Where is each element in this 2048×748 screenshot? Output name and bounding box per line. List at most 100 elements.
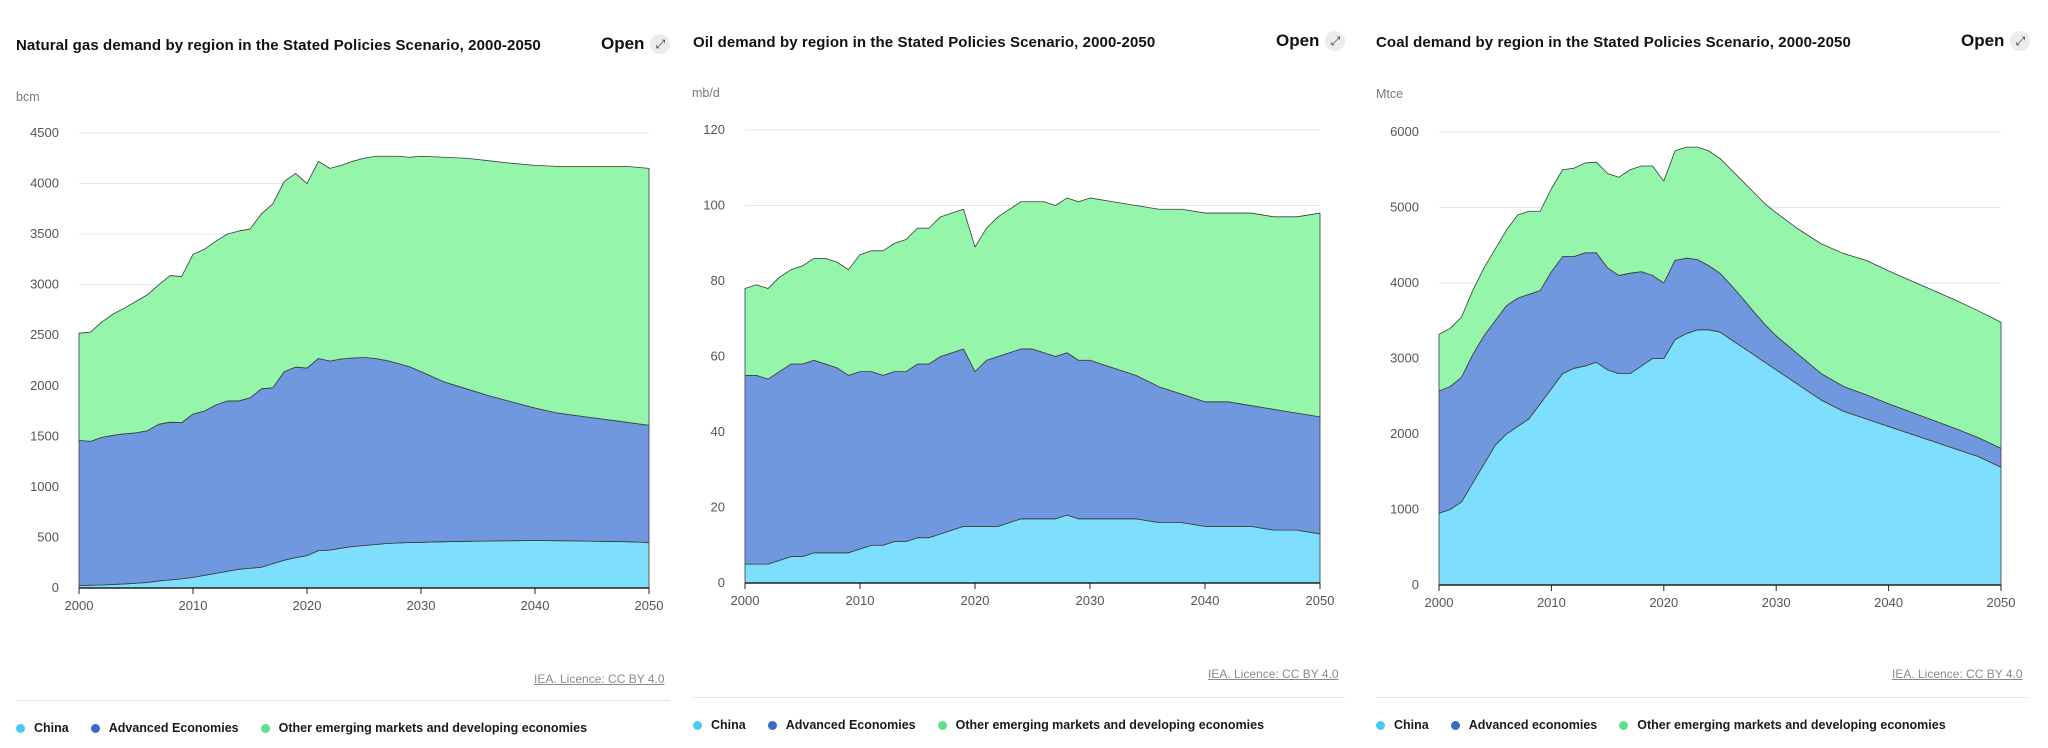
- x-tick-label: 2050: [635, 598, 664, 613]
- x-tick-label: 2020: [293, 598, 322, 613]
- divider: [693, 697, 1345, 698]
- y-tick-label: 100: [703, 198, 725, 213]
- y-tick-label: 40: [711, 424, 725, 439]
- chart-natural-gas: 0 500 1000 1500 2000 2500 3000 3500 4000 4500 bcm 2…: [16, 90, 664, 613]
- legend-label: Other emerging markets and developing ec…: [278, 721, 588, 735]
- legend-label: China: [1394, 718, 1429, 732]
- x-tick-label: 2020: [1649, 595, 1678, 610]
- legend-dot: [693, 720, 702, 730]
- x-tick-label: 2010: [846, 593, 875, 608]
- legend-label: Advanced Economies: [108, 721, 239, 735]
- legend-item-advanced[interactable]: Advanced economies: [1450, 718, 1598, 732]
- y-tick-label: 1000: [30, 479, 59, 494]
- chart-title: Natural gas demand by region in the Stat…: [16, 37, 541, 54]
- y-tick-label: 0: [1412, 577, 1419, 592]
- series-other-area[interactable]: [1438, 146, 2002, 449]
- x-tick-label: 2050: [1987, 595, 2016, 610]
- y-tick-label: 6000: [1390, 124, 1419, 139]
- legend-dot: [16, 723, 25, 733]
- divider: [1376, 697, 2028, 698]
- x-tick-label: 2040: [1874, 595, 1903, 610]
- open-button[interactable]: Open ⤢: [1276, 31, 1346, 51]
- y-tick-label: 4500: [30, 125, 59, 140]
- series-other-area[interactable]: [744, 197, 1321, 418]
- x-tick-label: 2040: [1191, 593, 1220, 608]
- legend-label: Other emerging markets and developing ec…: [955, 718, 1265, 732]
- legend-label: China: [711, 718, 746, 732]
- open-label: Open: [1276, 31, 1320, 50]
- x-tick-label: 2030: [1076, 593, 1105, 608]
- y-tick-label: 4000: [30, 176, 59, 191]
- x-tick-label: 2020: [961, 593, 990, 608]
- chart-title: Coal demand by region in the Stated Poli…: [1376, 34, 1851, 51]
- x-tick-label: 2000: [731, 593, 760, 608]
- y-tick-label: 2500: [30, 327, 59, 342]
- open-label: Open: [601, 34, 645, 53]
- open-button[interactable]: Open ⤢: [1961, 31, 2031, 51]
- chart-panel-coal: Coal demand by region in the Stated Poli…: [1358, 0, 2048, 748]
- expand-icon: ⤢: [2010, 31, 2031, 51]
- licence-link[interactable]: IEA. Licence: CC BY 4.0: [534, 672, 665, 686]
- licence-link[interactable]: IEA. Licence: CC BY 4.0: [1892, 667, 2023, 681]
- legend-item-other[interactable]: Other emerging markets and developing ec…: [937, 718, 1265, 732]
- legend-label: Other emerging markets and developing ec…: [1637, 718, 1946, 732]
- chart-panel-oil: Oil demand by region in the Stated Polic…: [675, 0, 1365, 748]
- y-tick-label: 80: [711, 273, 725, 288]
- legend-item-china[interactable]: China: [693, 718, 746, 732]
- y-tick-label: 60: [711, 349, 725, 364]
- y-tick-label: 1500: [30, 428, 59, 443]
- x-tick-label: 2030: [1762, 595, 1791, 610]
- legend-dot: [1376, 720, 1385, 730]
- y-tick-label: 1000: [1390, 502, 1419, 517]
- y-tick-label: 4000: [1390, 275, 1419, 290]
- legend-item-advanced[interactable]: Advanced Economies: [90, 721, 239, 735]
- legend-label: Advanced economies: [1468, 718, 1598, 732]
- x-tick-label: 2030: [407, 598, 436, 613]
- legend-item-china[interactable]: China: [16, 721, 69, 735]
- legend-dot: [767, 720, 777, 730]
- legend-dot: [90, 723, 100, 733]
- x-tick-label: 2000: [1425, 595, 1454, 610]
- y-tick-label: 0: [52, 580, 59, 595]
- y-axis-unit: bcm: [16, 90, 40, 104]
- chart-coal: 0 1000 2000 3000 4000 5000 6000 Mtce 2000 2010 202…: [1376, 87, 2016, 610]
- y-axis-unit: Mtce: [1376, 87, 1403, 101]
- y-tick-label: 3000: [30, 277, 59, 292]
- legend-dot: [1450, 720, 1460, 730]
- x-tick-label: 2000: [65, 598, 94, 613]
- x-tick-label: 2050: [1306, 593, 1335, 608]
- y-axis-unit: mb/d: [692, 86, 720, 100]
- y-tick-label: 500: [37, 529, 59, 544]
- chart-legend: China Advanced Economies Other emerging …: [16, 721, 587, 735]
- y-tick-label: 0: [718, 575, 725, 590]
- chart-title: Oil demand by region in the Stated Polic…: [693, 34, 1156, 51]
- y-tick-label: 120: [703, 122, 725, 137]
- legend-dot: [1619, 720, 1629, 730]
- legend-dot: [260, 723, 270, 733]
- x-tick-label: 2040: [521, 598, 550, 613]
- open-label: Open: [1961, 31, 2005, 50]
- expand-icon: ⤢: [650, 34, 671, 54]
- y-tick-label: 5000: [1390, 200, 1419, 215]
- legend-item-other[interactable]: Other emerging markets and developing ec…: [260, 721, 588, 735]
- y-tick-label: 3500: [30, 226, 59, 241]
- divider: [16, 700, 670, 701]
- x-tick-label: 2010: [1537, 595, 1566, 610]
- legend-item-advanced[interactable]: Advanced Economies: [767, 718, 916, 732]
- series-other-area[interactable]: [78, 155, 650, 442]
- y-tick-label: 2000: [30, 378, 59, 393]
- legend-item-other[interactable]: Other emerging markets and developing ec…: [1619, 718, 1946, 732]
- y-tick-label: 3000: [1390, 351, 1419, 366]
- legend-item-china[interactable]: China: [1376, 718, 1429, 732]
- open-button[interactable]: Open ⤢: [601, 34, 671, 54]
- chart-legend: China Advanced economies Other emerging …: [1376, 718, 1946, 732]
- expand-icon: ⤢: [1325, 31, 1346, 51]
- chart-legend: China Advanced Economies Other emerging …: [693, 718, 1264, 732]
- x-tick-label: 2010: [179, 598, 208, 613]
- legend-label: China: [34, 721, 69, 735]
- y-tick-label: 20: [711, 500, 725, 515]
- y-tick-label: 2000: [1390, 426, 1419, 441]
- legend-dot: [937, 720, 947, 730]
- licence-link[interactable]: IEA. Licence: CC BY 4.0: [1208, 667, 1339, 681]
